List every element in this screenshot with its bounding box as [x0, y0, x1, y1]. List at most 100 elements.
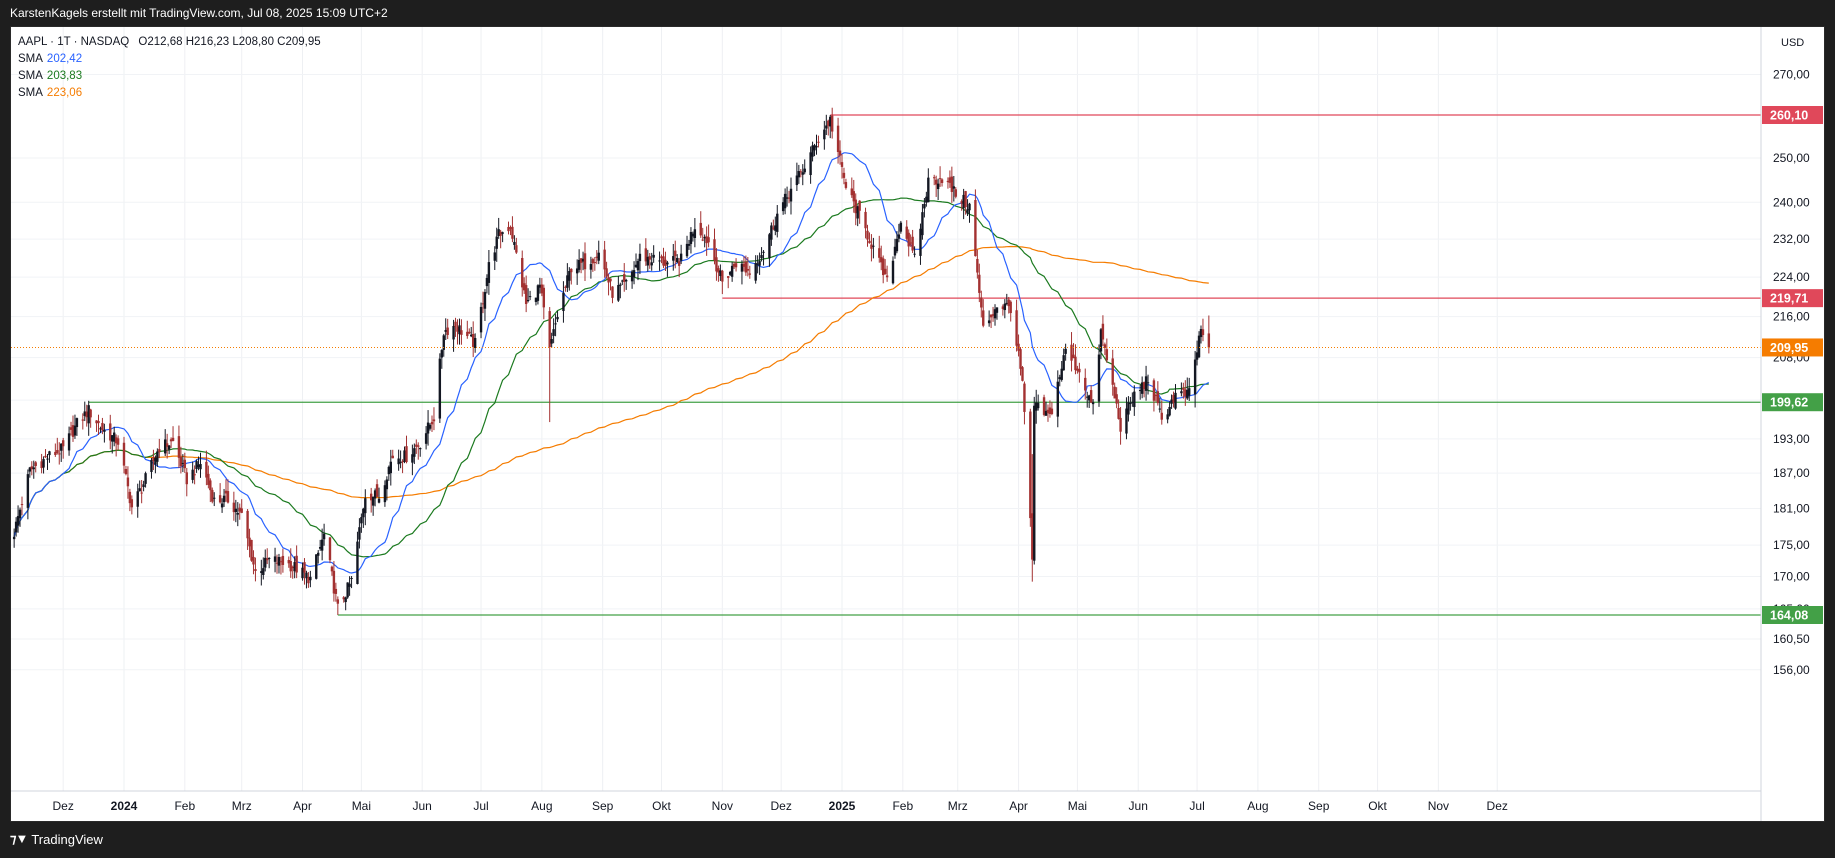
candle-body — [1201, 329, 1205, 336]
candle-body — [652, 254, 655, 258]
candle-body — [770, 225, 773, 240]
sma-20[interactable] — [13, 152, 1210, 574]
candlestick-chart[interactable]: USD270,00250,00240,00232,00224,00216,002… — [11, 27, 1824, 821]
candle-body — [966, 209, 969, 214]
candle-body — [1125, 408, 1128, 434]
candle-body — [564, 286, 567, 288]
candle-body — [768, 234, 771, 259]
candle-body — [1138, 390, 1142, 392]
candle-body — [1152, 380, 1156, 401]
x-tick-label: 2024 — [111, 799, 138, 813]
candle-body — [1156, 391, 1160, 404]
candle-body — [597, 252, 600, 261]
candle-body — [415, 444, 418, 447]
candle-body — [373, 490, 377, 499]
candle-body — [58, 453, 61, 455]
candle-body — [177, 436, 181, 458]
candle-body — [103, 429, 106, 432]
candle-body — [487, 262, 491, 283]
candle-body — [776, 213, 779, 232]
candle-body — [672, 256, 675, 261]
candle-body — [438, 358, 442, 419]
candle-body — [234, 508, 238, 513]
sma-200[interactable] — [13, 245, 1209, 538]
candle-body — [691, 233, 695, 237]
horizontal-levels — [88, 114, 1761, 616]
candle-body — [1076, 368, 1079, 371]
y-tick-label: 187,00 — [1773, 466, 1810, 480]
candle-body — [428, 424, 432, 429]
candle-body — [1188, 388, 1191, 396]
x-tick-label: Jun — [413, 799, 432, 813]
candle-body — [1131, 401, 1134, 403]
candle-body — [785, 197, 789, 199]
candle-body — [252, 556, 255, 565]
candle-body — [507, 226, 510, 232]
candle-body — [550, 339, 553, 344]
candle-body — [762, 251, 765, 253]
candle-body — [891, 260, 895, 284]
candle-body — [623, 274, 626, 282]
candle-body — [650, 262, 653, 266]
candle-body — [660, 256, 663, 259]
candle-body — [952, 186, 956, 189]
candle-body — [1186, 389, 1189, 399]
candle-body — [662, 256, 665, 266]
candle-body — [581, 258, 585, 262]
candle-body — [397, 458, 400, 465]
candle-body — [774, 225, 777, 231]
candle-body — [728, 271, 732, 275]
candle-body — [1091, 402, 1095, 405]
candle-body — [369, 493, 373, 501]
candle-body — [458, 325, 461, 335]
candle-body — [699, 222, 702, 236]
candle-body — [844, 182, 848, 188]
price-axis[interactable]: USD 270,00 250,00 240,00 232,00 224,00 216,00 2… — [1760, 27, 1810, 821]
chart-frame[interactable]: USD 270,00 250,00 240,00 232,00 224,00 216,00 2… — [10, 26, 1825, 822]
candle-body — [689, 232, 693, 244]
candle-body — [389, 461, 392, 474]
sma-legend-3[interactable]: SMA 223,06 — [18, 87, 83, 99]
candle-body — [513, 241, 516, 245]
candle-body — [595, 256, 598, 258]
candle-body — [199, 464, 202, 470]
candle-body — [495, 236, 498, 249]
candle-body — [946, 180, 950, 183]
x-tick-label: Apr — [1009, 799, 1028, 813]
svg-text:164,08: 164,08 — [1770, 609, 1808, 623]
candle-body — [266, 558, 269, 561]
candle-body — [823, 129, 826, 140]
tradingview-logo[interactable]: ⁊▼ TradingView — [10, 831, 103, 847]
candle-body — [309, 576, 312, 581]
candle-body — [1058, 377, 1061, 380]
candle-body — [674, 250, 677, 257]
candle-body — [348, 583, 351, 587]
candle-body — [693, 229, 697, 239]
candle-body — [267, 557, 271, 559]
candle-body — [727, 276, 730, 278]
candle-body — [746, 268, 750, 271]
symbol-label[interactable]: AAPL · 1T · NASDAQ — [18, 36, 130, 48]
candle-body — [744, 261, 748, 273]
sma-legend-2[interactable]: SMA 203,83 — [18, 70, 83, 82]
candle-body — [703, 236, 706, 239]
candle-body — [213, 497, 216, 499]
candle-body — [954, 189, 957, 197]
candle-body — [334, 588, 338, 594]
candle-body — [511, 226, 514, 239]
candle-body — [1009, 301, 1012, 314]
sma-legend-1[interactable]: SMA 202,42 — [18, 53, 83, 65]
candle-body — [827, 120, 830, 126]
candle-body — [183, 459, 187, 469]
candle-body — [734, 263, 738, 268]
candle-body — [1182, 387, 1185, 390]
candle-body — [893, 246, 897, 256]
time-axis[interactable]: Dez 2024 Feb Mrz Apr Mai Jun Jul Aug Sep Okt Nov Dez… — [11, 790, 1761, 813]
candle-body — [1089, 390, 1093, 403]
candle-body — [868, 240, 871, 244]
candle-body — [760, 255, 763, 259]
candle-body — [346, 582, 349, 598]
candle-body — [483, 292, 487, 309]
candle-body — [526, 300, 530, 301]
candle-body — [583, 253, 587, 270]
